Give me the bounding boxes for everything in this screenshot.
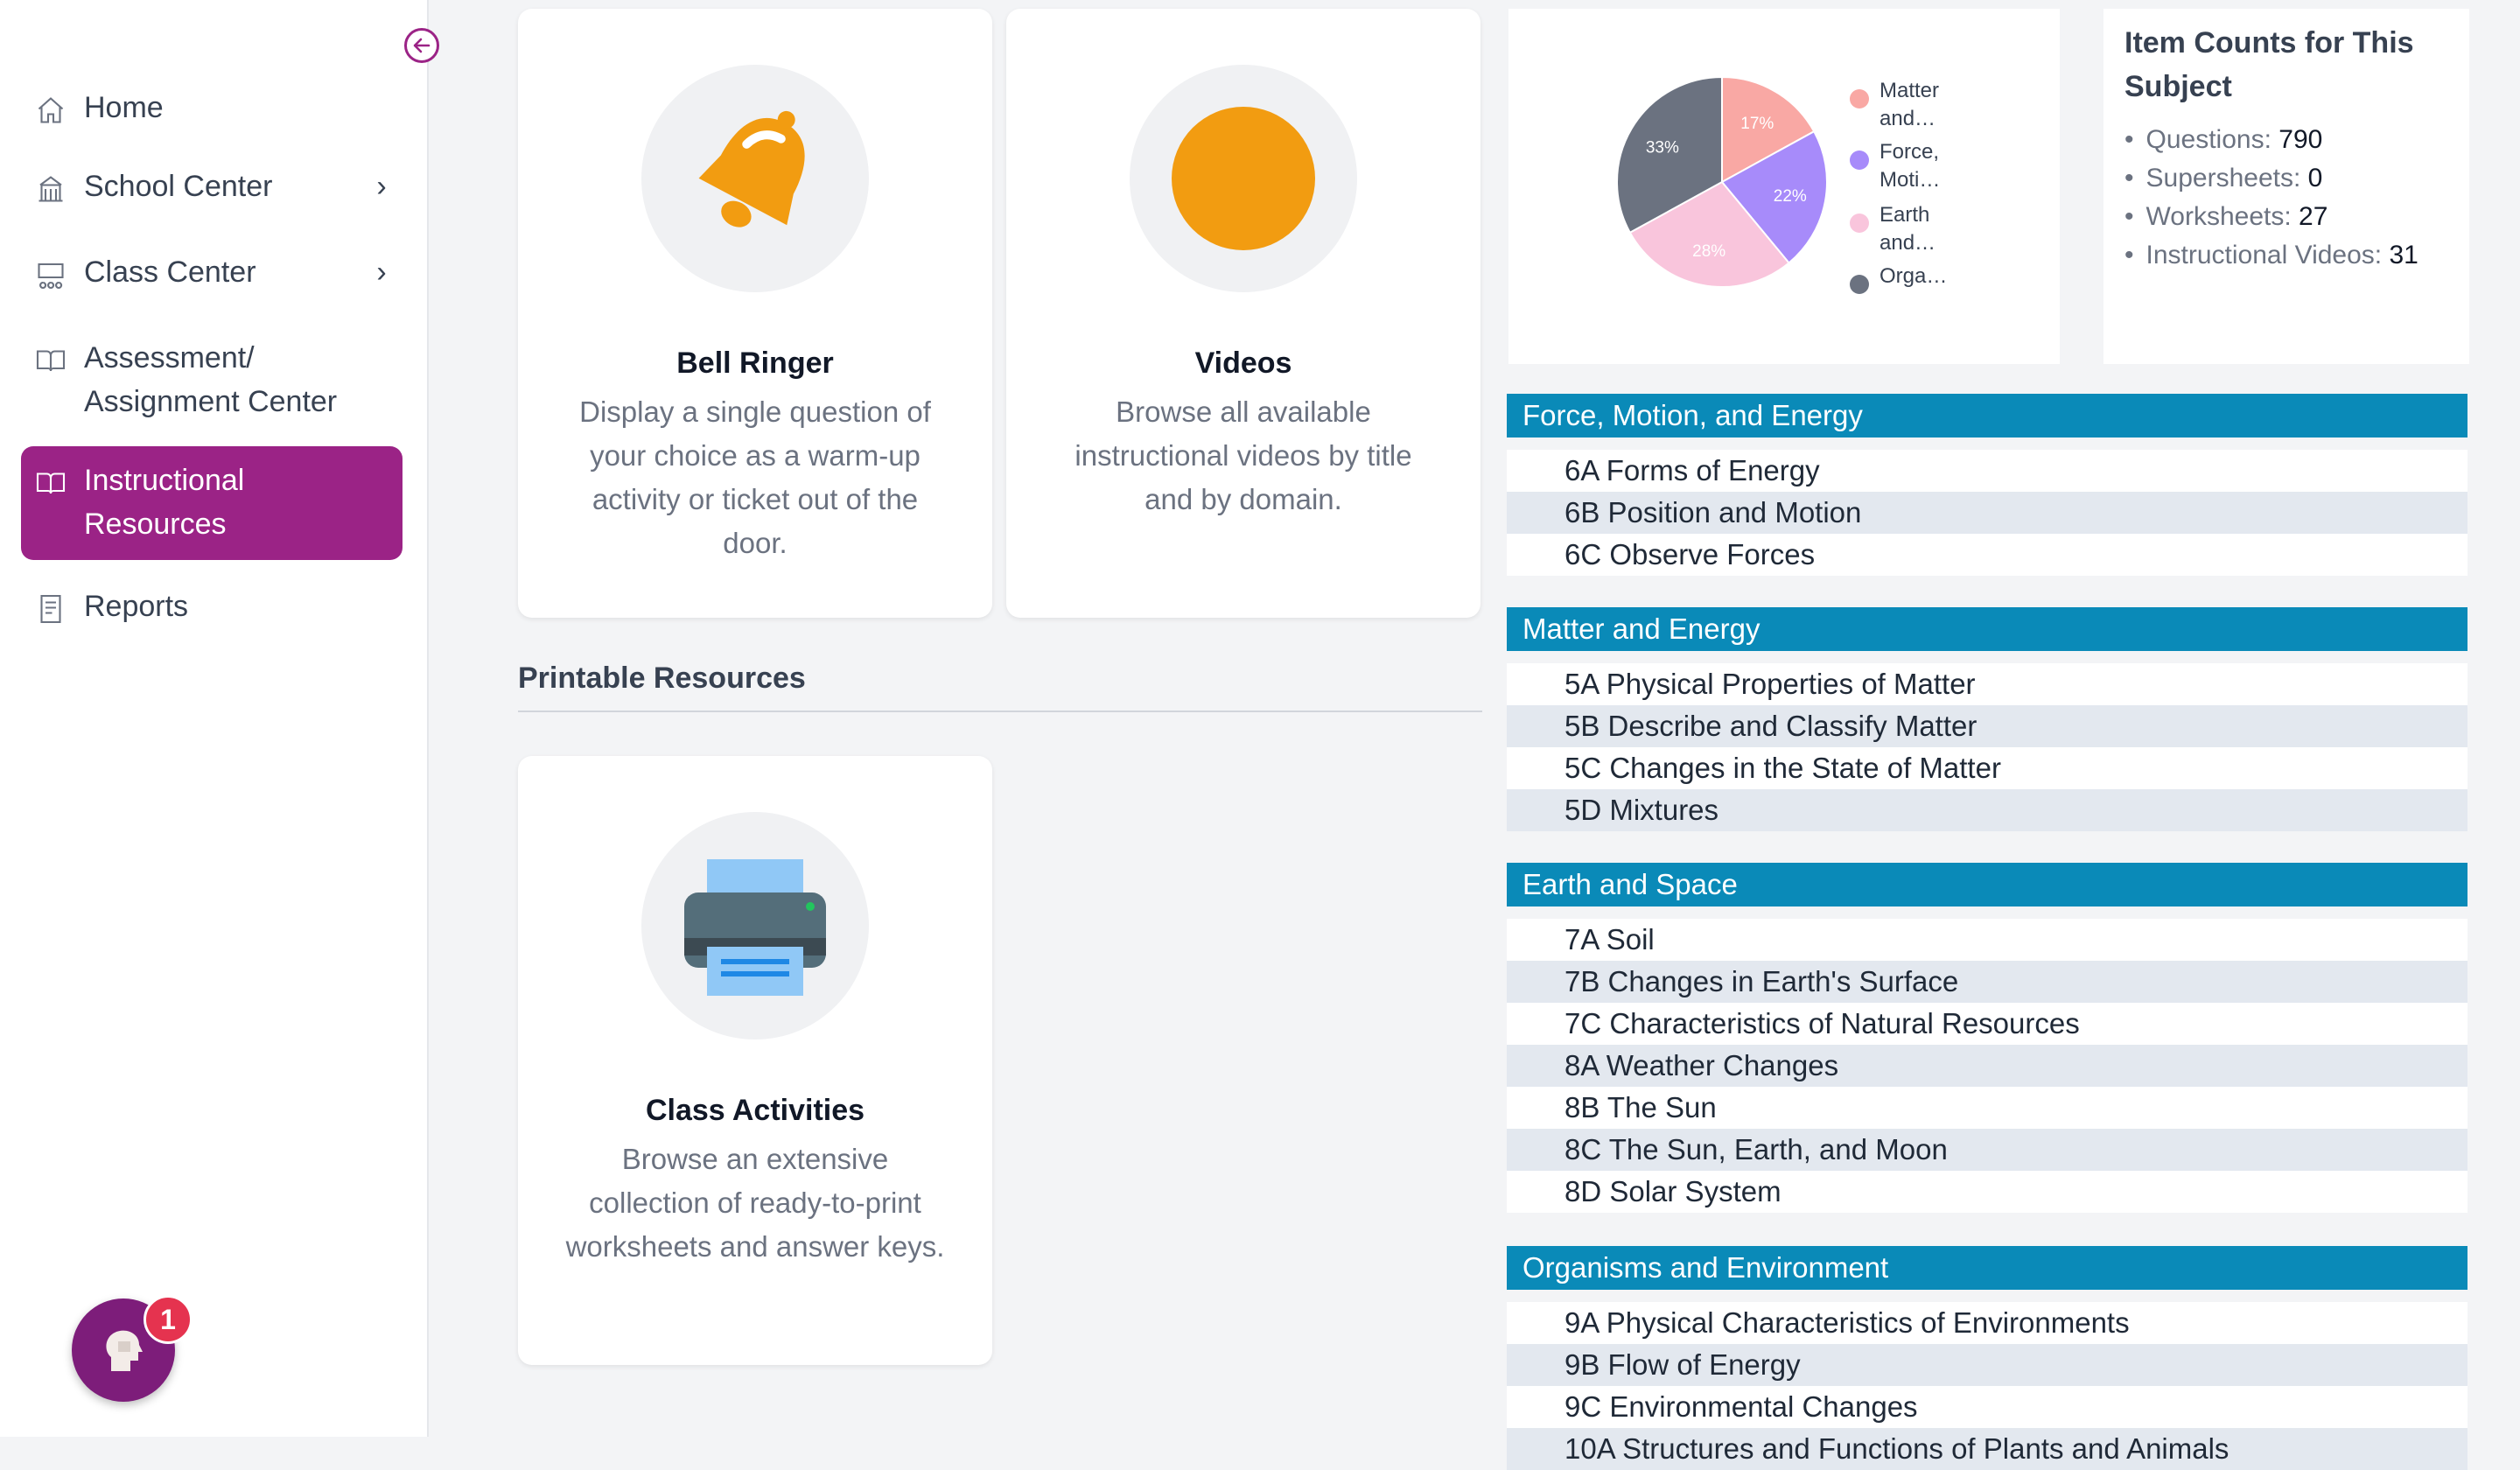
pie-slice-label: 17% bbox=[1740, 115, 1774, 133]
count-worksheets: Worksheets: 27 bbox=[2124, 198, 2418, 236]
sidebar-item-label: Home bbox=[84, 91, 164, 124]
standard-row[interactable]: 8C The Sun, Earth, and Moon bbox=[1507, 1129, 2468, 1171]
standard-row[interactable]: 5A Physical Properties of Matter bbox=[1507, 663, 2468, 705]
report-icon bbox=[40, 594, 61, 624]
item-counts-list: Questions: 790 Supersheets: 0 Worksheets… bbox=[2124, 121, 2418, 275]
orange-circle-icon bbox=[1172, 107, 1315, 250]
help-head-icon bbox=[106, 1330, 143, 1371]
chevron-right-icon: › bbox=[376, 170, 387, 203]
legend-item[interactable]: Earth and… bbox=[1850, 201, 1956, 257]
legend-label: Force, Moti… bbox=[1880, 140, 1941, 192]
home-icon bbox=[38, 97, 64, 123]
standard-row[interactable]: 7B Changes in Earth's Surface bbox=[1507, 961, 2468, 1003]
standard-row[interactable]: 10A Structures and Functions of Plants a… bbox=[1507, 1428, 2468, 1470]
sidebar-item-label: Class Center bbox=[84, 256, 256, 289]
standard-row[interactable]: 8B The Sun bbox=[1507, 1087, 2468, 1129]
standard-row[interactable]: 9B Flow of Energy bbox=[1507, 1344, 2468, 1386]
sidebar-item-label: Instructional bbox=[84, 464, 245, 497]
domain-header[interactable]: Organisms and Environment bbox=[1507, 1246, 2468, 1290]
domain-header[interactable]: Force, Motion, and Energy bbox=[1507, 394, 2468, 438]
count-questions: Questions: 790 bbox=[2124, 121, 2418, 159]
legend-swatch bbox=[1850, 89, 1869, 108]
sidebar-item-class-center[interactable]: Class Center › bbox=[21, 250, 402, 294]
book-open-icon bbox=[36, 350, 66, 372]
domain-header[interactable]: Earth and Space bbox=[1507, 863, 2468, 906]
standard-row[interactable]: 9A Physical Characteristics of Environme… bbox=[1507, 1302, 2468, 1344]
sidebar-item-label: Assessment/ bbox=[84, 341, 255, 374]
videos-card[interactable]: Videos Browse all available instructiona… bbox=[1006, 9, 1480, 618]
collapse-sidebar-button[interactable] bbox=[404, 28, 439, 63]
card-description: Browse all available instructional video… bbox=[1074, 396, 1412, 515]
legend-item[interactable]: Force, Moti… bbox=[1850, 138, 1956, 194]
item-counts-title: Item Counts for This Subject bbox=[2124, 26, 2414, 103]
pie-slice[interactable] bbox=[1628, 180, 1790, 288]
card-description: Display a single question of your choice… bbox=[579, 396, 931, 559]
sidebar-item-label: Assignment Center bbox=[84, 385, 338, 418]
standard-row[interactable]: 8D Solar System bbox=[1507, 1171, 2468, 1213]
sidebar-item-label: Resources bbox=[84, 508, 227, 541]
standard-row[interactable]: 5C Changes in the State of Matter bbox=[1507, 747, 2468, 789]
standard-row[interactable]: 6B Position and Motion bbox=[1507, 492, 2468, 534]
sidebar-item-reports[interactable]: Reports bbox=[21, 584, 402, 628]
standard-row[interactable]: 6C Observe Forces bbox=[1507, 534, 2468, 576]
legend-swatch bbox=[1850, 214, 1869, 233]
legend-swatch bbox=[1850, 275, 1869, 294]
card-title: Bell Ringer bbox=[676, 346, 834, 380]
standard-row[interactable]: 6A Forms of Energy bbox=[1507, 450, 2468, 492]
pie-slice[interactable] bbox=[1721, 75, 1816, 184]
pie-slice-label: 22% bbox=[1774, 187, 1807, 206]
pie-slice-label: 28% bbox=[1692, 242, 1726, 261]
sidebar-item-home[interactable]: Home bbox=[21, 86, 402, 130]
bell-icon bbox=[698, 110, 805, 228]
sidebar-item-label: Reports bbox=[84, 590, 189, 623]
legend-label: Orga… bbox=[1880, 264, 1948, 288]
legend-item[interactable]: Matter and… bbox=[1850, 77, 1956, 133]
count-instructional-videos: Instructional Videos: 31 bbox=[2124, 236, 2418, 275]
count-supersheets: Supersheets: 0 bbox=[2124, 159, 2418, 198]
card-title: Class Activities bbox=[645, 1094, 865, 1127]
arrow-left-icon bbox=[413, 38, 430, 53]
pie-slice[interactable] bbox=[1616, 75, 1723, 234]
sidebar: Home School Center › Class Center › Asse… bbox=[0, 0, 439, 1437]
sidebar-item-label: School Center bbox=[84, 170, 273, 203]
standard-row[interactable]: 5D Mixtures bbox=[1507, 789, 2468, 831]
printer-icon bbox=[684, 859, 826, 996]
class-activities-card[interactable]: Class Activities Browse an extensive col… bbox=[518, 756, 992, 1365]
section-divider bbox=[518, 710, 1482, 712]
legend-item[interactable]: Orga… bbox=[1850, 262, 1956, 294]
card-description: Browse an extensive collection of ready-… bbox=[565, 1143, 945, 1263]
legend-label: Matter and… bbox=[1880, 79, 1940, 130]
printable-resources-title: Printable Resources bbox=[518, 662, 806, 695]
sidebar-item-assessment-center[interactable]: Assessment/ Assignment Center bbox=[21, 336, 402, 424]
sidebar-item-instructional-resources[interactable]: Instructional Resources bbox=[21, 446, 402, 560]
bell-ringer-card[interactable]: Bell Ringer Display a single question of… bbox=[518, 9, 992, 618]
standard-row[interactable]: 7C Characteristics of Natural Resources bbox=[1507, 1003, 2468, 1045]
pie-chart: 17% 22% 28% 33% bbox=[1616, 75, 1828, 288]
card-title: Videos bbox=[1194, 346, 1292, 380]
standard-row[interactable]: 9C Environmental Changes bbox=[1507, 1386, 2468, 1428]
sidebar-item-school-center[interactable]: School Center › bbox=[21, 164, 402, 208]
legend-swatch bbox=[1850, 150, 1869, 170]
domain-header[interactable]: Matter and Energy bbox=[1507, 607, 2468, 651]
classroom-icon bbox=[38, 262, 64, 289]
standard-row[interactable]: 8A Weather Changes bbox=[1507, 1045, 2468, 1087]
standard-row[interactable]: 5B Describe and Classify Matter bbox=[1507, 705, 2468, 747]
pie-slice[interactable] bbox=[1720, 130, 1828, 264]
pie-slice-label: 33% bbox=[1646, 139, 1679, 158]
school-icon bbox=[38, 176, 63, 202]
standard-row[interactable]: 7A Soil bbox=[1507, 919, 2468, 961]
legend-label: Earth and… bbox=[1880, 203, 1936, 255]
chevron-right-icon: › bbox=[376, 256, 387, 289]
notification-badge: 1 bbox=[144, 1295, 192, 1344]
book-open-icon bbox=[36, 472, 66, 494]
